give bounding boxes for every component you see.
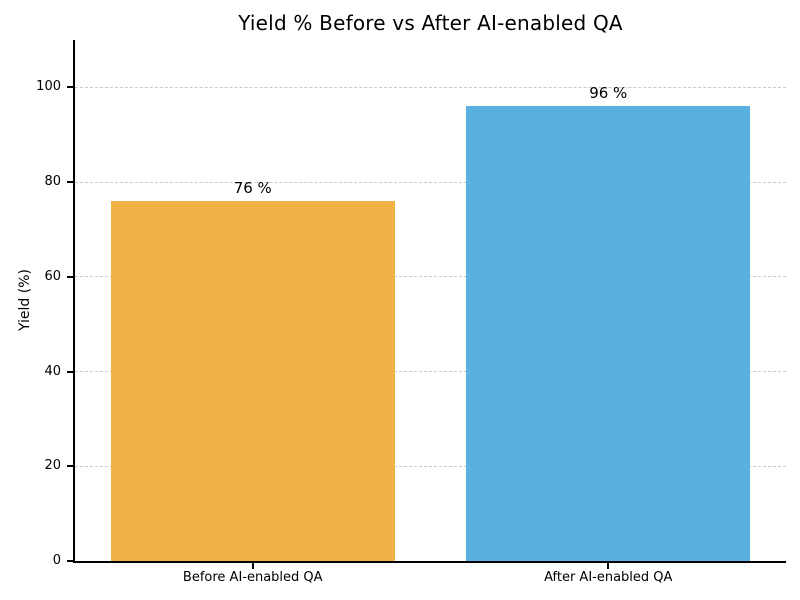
x-axis-tick	[607, 563, 610, 569]
gridline	[75, 181, 786, 183]
x-axis-tick	[251, 563, 254, 569]
y-axis-tick	[67, 560, 73, 562]
y-axis-tick-label: 100	[36, 79, 61, 95]
bar-value-label: 76 %	[233, 179, 272, 198]
y-axis-tick-label: 80	[44, 174, 61, 190]
y-axis-tick-label: 40	[44, 363, 61, 379]
plot-area: 76 % 96 %	[73, 40, 786, 563]
y-axis-tick	[67, 181, 73, 184]
bar	[110, 201, 395, 561]
y-axis-tick-label: 60	[44, 268, 61, 284]
x-axis-tick-label: Before AI-enabled QA	[182, 570, 323, 585]
y-axis-tick	[67, 86, 73, 89]
bar-value-label: 96 %	[589, 84, 628, 103]
chart-title: Yield % Before vs After AI-enabled QA	[238, 11, 623, 35]
gridline	[75, 371, 786, 373]
bar	[466, 106, 751, 561]
x-axis-tick-label: After AI-enabled QA	[544, 570, 673, 585]
gridline	[75, 86, 786, 88]
y-axis-tick	[67, 370, 73, 373]
y-axis-tick	[67, 465, 73, 468]
y-axis-tick-label: 20	[44, 458, 61, 474]
y-axis-tick-label: 0	[52, 553, 61, 568]
gridline	[75, 276, 786, 278]
gridline	[75, 465, 786, 467]
y-axis-tick	[67, 275, 73, 278]
